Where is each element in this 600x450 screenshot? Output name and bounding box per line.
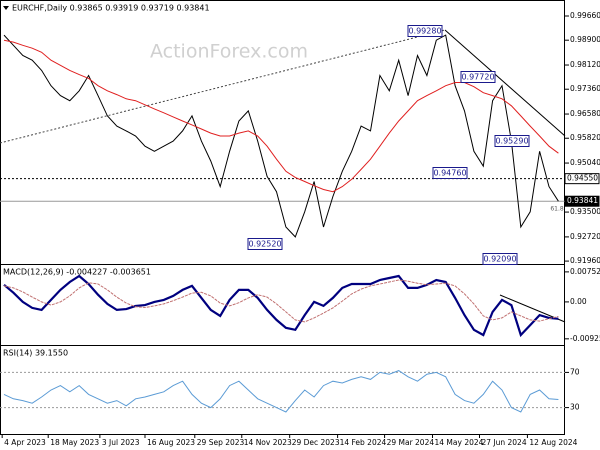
plot-frame: [0, 0, 565, 435]
annotation: 0.97720: [461, 73, 494, 82]
level-box: [564, 173, 600, 185]
trend-line: [0, 29, 446, 144]
menu-arrow: [3, 6, 9, 10]
annotation-box: [432, 167, 468, 179]
x-tick-label: 27 Jun 2024: [481, 438, 526, 447]
series-line: [3, 34, 559, 238]
annotation-box: [407, 25, 443, 37]
x-tick-label: 3 Jul 2023: [102, 438, 140, 447]
chart-title: EURCHF,Daily 0.93865 0.93919 0.93719 0.9…: [12, 4, 210, 13]
x-tick-label: 29 Sep 2023: [197, 438, 245, 447]
trend-line: [444, 29, 566, 137]
series-line: [3, 39, 559, 193]
y-tick-label: 0.96580: [570, 109, 600, 118]
x-tick-label: 4 Apr 2023: [4, 438, 46, 447]
y-tick-label: 0.99660: [570, 11, 600, 20]
annotation: 0.92520: [248, 240, 281, 249]
y-tick-label: 0.00: [570, 297, 587, 306]
y-tick-label: 30: [570, 403, 580, 412]
y-tick-label: 0.98900: [570, 35, 600, 44]
level-label: 0.94550: [567, 174, 598, 183]
annotation-box: [494, 135, 530, 147]
series-line: [3, 279, 559, 323]
annotation: 0.92090: [483, 255, 516, 264]
annotation: 0.99280: [408, 27, 441, 36]
series-line: [3, 274, 559, 338]
x-tick-label: 29 Dec 2023: [292, 438, 340, 447]
annotation: 61.8: [550, 206, 564, 213]
x-tick-label: 12 Aug 2024: [529, 438, 577, 447]
y-tick-label: 70: [570, 367, 580, 376]
y-tick-label: 0.91960: [570, 256, 600, 265]
panel-title: RSI(14) 39.1550: [3, 349, 68, 358]
panel-title: MACD(12,26,9) -0.004227 -0.003651: [3, 268, 151, 277]
annotation: 0.95290: [495, 137, 528, 146]
y-tick-label: 0.95040: [570, 158, 600, 167]
level-box: [564, 195, 600, 207]
y-tick-label: 0.97360: [570, 84, 600, 93]
annotation-box: [247, 238, 283, 250]
level-label: 0.93841: [567, 196, 598, 205]
y-tick-label: -0.009252: [570, 334, 600, 343]
annotation-box: [460, 71, 496, 83]
annotation: 0.94760: [433, 169, 466, 178]
y-tick-label: 0.93500: [570, 207, 600, 216]
y-tick-label: 0.98120: [570, 60, 600, 69]
x-tick-label: 16 Aug 2023: [147, 438, 195, 447]
annotation-box: [482, 253, 518, 265]
y-tick-label: 0.007525: [570, 267, 600, 276]
x-tick-label: 29 Mar 2024: [387, 438, 435, 447]
series-line: [3, 370, 559, 413]
x-tick-label: 18 May 2023: [50, 438, 99, 447]
y-tick-label: 0.95820: [570, 133, 600, 142]
y-tick-label: 0.92720: [570, 232, 600, 241]
x-tick-label: 14 May 2024: [435, 438, 484, 447]
x-tick-label: 14 Feb 2024: [340, 438, 387, 447]
x-tick-label: 14 Nov 2023: [244, 438, 292, 447]
watermark: ActionForex.com: [150, 41, 308, 63]
